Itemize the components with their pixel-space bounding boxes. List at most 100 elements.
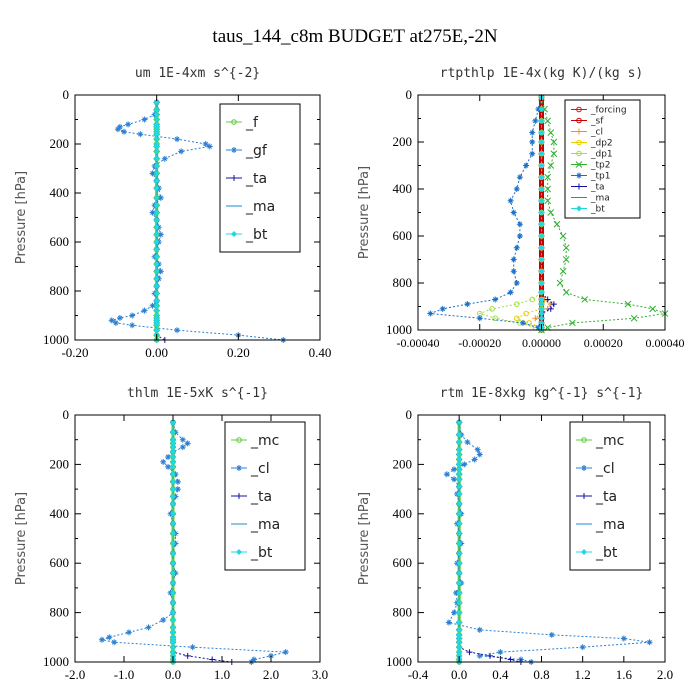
legend-label: _ma [595, 517, 625, 533]
legend-label: _dp1 [590, 150, 613, 160]
legend-marker [581, 493, 587, 499]
data-point [456, 560, 463, 567]
data-point [461, 461, 468, 468]
data-point [456, 599, 463, 606]
data-point [466, 649, 473, 656]
panel-rtpthlp: rtpthlp 1E-4x(kg K)/(kg s) Pressure [hPa]… [357, 66, 685, 350]
legend-marker [576, 128, 582, 135]
data-point [206, 143, 213, 150]
data-point [456, 510, 463, 517]
data-point [538, 280, 545, 286]
legend-label: _bt [595, 545, 618, 561]
data-point [153, 302, 160, 309]
y-tick-label: 200 [50, 456, 70, 471]
data-point [519, 319, 526, 326]
data-point [456, 631, 463, 638]
data-point [170, 471, 176, 478]
data-point [541, 105, 548, 113]
data-point [451, 476, 458, 483]
legend-box [564, 99, 641, 219]
y-tick-label: 0 [406, 87, 413, 102]
legend-entry: _mc [576, 433, 624, 449]
data-point [538, 162, 545, 169]
data-point [439, 305, 446, 312]
data-point [507, 197, 514, 204]
data-point [125, 629, 132, 636]
x-tick-label: 0.0 [451, 667, 467, 682]
data-point [516, 174, 523, 181]
data-point [529, 150, 536, 157]
y-tick-label: 200 [50, 136, 70, 151]
y-tick-label: 200 [393, 456, 413, 471]
x-tick-label: 0.4 [492, 667, 509, 682]
data-point [153, 143, 160, 150]
x-tick-label: 0.20 [227, 345, 250, 360]
data-point [170, 560, 176, 567]
legend-marker [581, 465, 587, 471]
data-point [451, 466, 458, 473]
data-point [179, 444, 186, 451]
data-point [202, 141, 209, 147]
data-point [464, 439, 471, 446]
data-point [121, 128, 127, 135]
data-point [544, 197, 552, 205]
data-point [153, 131, 160, 138]
series-tp1 [427, 94, 545, 333]
data-point [538, 296, 545, 303]
data-point [538, 301, 545, 308]
data-point [514, 315, 520, 322]
data-point [153, 163, 160, 170]
legend-label: _mc [250, 433, 279, 449]
data-point [170, 436, 176, 443]
data-point [624, 300, 632, 308]
data-point [456, 530, 463, 537]
data-point [456, 626, 463, 633]
data-point [456, 652, 463, 659]
legend: _forcing_sf_cl_dp2_dp1_tp2_tp1_ta_ma_bt [564, 99, 641, 219]
data-point [535, 106, 542, 113]
data-point [538, 289, 545, 296]
y-tick-label: 400 [393, 181, 413, 196]
data-point [456, 466, 463, 473]
data-point [456, 500, 463, 507]
data-point [456, 456, 463, 463]
x-tick-label: 1.0 [214, 667, 230, 682]
y-tick-label: 200 [393, 134, 413, 149]
data-point [170, 453, 176, 460]
legend-label: _bt [245, 227, 268, 243]
data-point [153, 290, 160, 297]
x-tick-label: 1.2 [575, 667, 591, 682]
data-point [157, 231, 164, 238]
data-point [487, 652, 494, 659]
data-point [153, 224, 160, 231]
legend-label: _ta [590, 183, 605, 193]
data-point [141, 307, 148, 314]
x-tick-label: -0.00020 [458, 336, 501, 350]
y-axis-label: Pressure [hPa] [14, 492, 29, 585]
legend-entry: _sf [571, 117, 604, 127]
data-point [174, 486, 181, 493]
legend-marker [236, 493, 242, 499]
data-point [456, 540, 463, 547]
x-tick-label: 0.0 [165, 667, 181, 682]
data-point [129, 312, 136, 319]
data-point [174, 136, 181, 143]
data-point [456, 570, 463, 577]
legend-entry: _bt [571, 205, 605, 215]
data-point [137, 131, 144, 138]
data-point [174, 327, 181, 334]
x-tick-label: 0.00020 [584, 336, 623, 350]
data-point [116, 314, 123, 321]
y-tick-label: 1000 [386, 322, 412, 337]
series-bt [538, 94, 545, 333]
series-line [541, 97, 667, 331]
legend-marker [576, 172, 582, 179]
data-point [456, 550, 463, 557]
data-point [170, 570, 176, 577]
data-point [149, 302, 156, 309]
legend-marker [575, 161, 583, 168]
legend-marker [581, 549, 587, 555]
data-point [538, 150, 545, 157]
legend-label: _ma [590, 194, 610, 204]
data-point [456, 644, 463, 651]
